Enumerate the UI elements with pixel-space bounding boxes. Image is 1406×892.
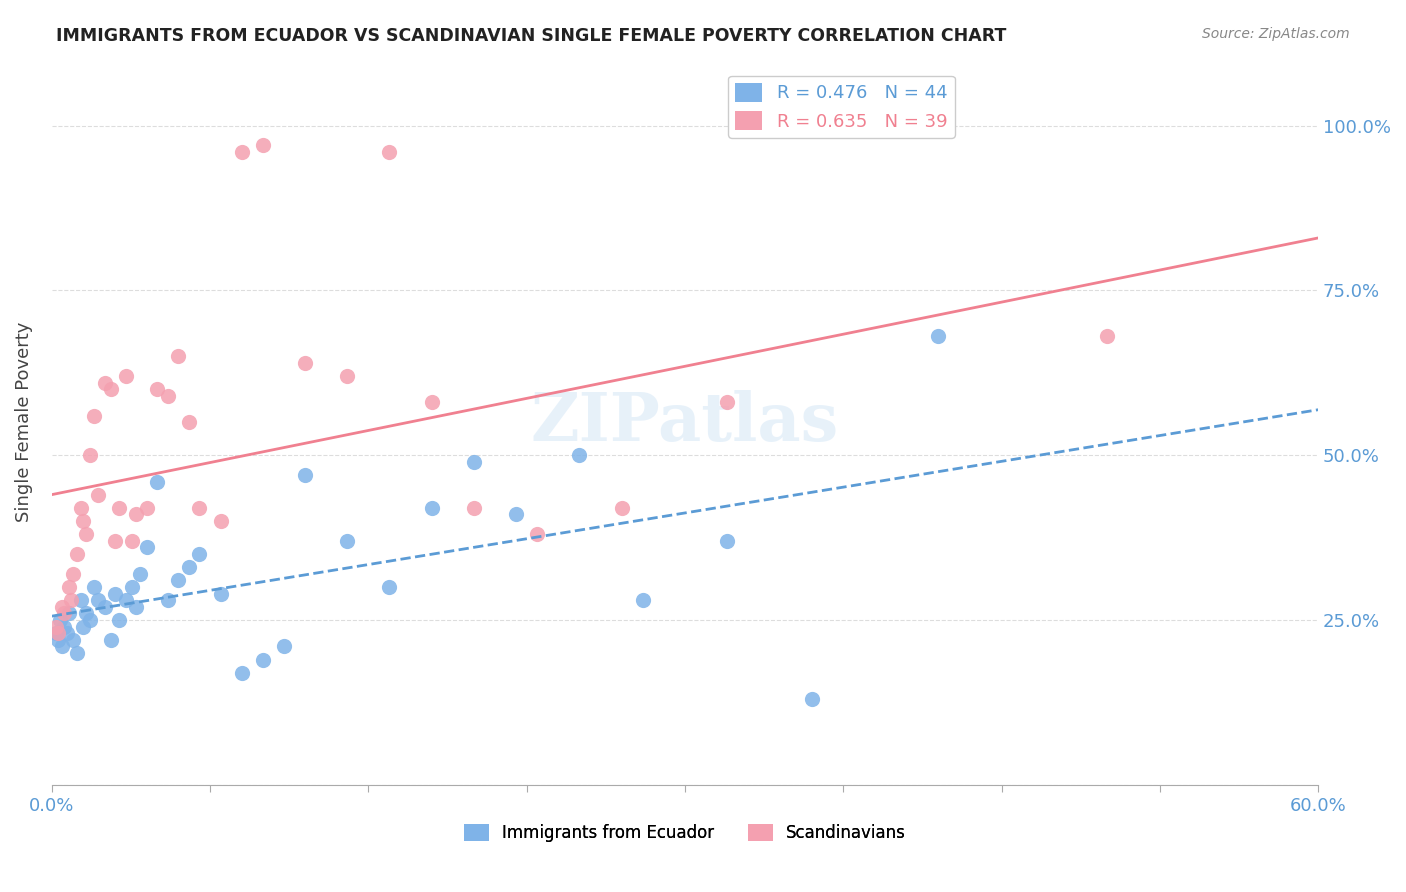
Point — [378, 145, 401, 159]
Point — [87, 593, 110, 607]
Point — [252, 652, 274, 666]
Point — [420, 395, 443, 409]
Point — [87, 488, 110, 502]
Point — [93, 376, 115, 390]
Point — [800, 692, 823, 706]
Point — [336, 533, 359, 548]
Point — [55, 626, 77, 640]
Point — [125, 599, 148, 614]
Point — [114, 369, 136, 384]
Point — [121, 533, 143, 548]
Point — [252, 138, 274, 153]
Point — [70, 593, 93, 607]
Point — [100, 382, 122, 396]
Point — [66, 547, 89, 561]
Point — [146, 475, 169, 489]
Text: ZIPatlas: ZIPatlas — [531, 390, 839, 455]
Point — [146, 382, 169, 396]
Point — [135, 541, 157, 555]
Point — [231, 665, 253, 680]
Point — [420, 500, 443, 515]
Point — [716, 395, 738, 409]
Point — [156, 593, 179, 607]
Point — [294, 467, 316, 482]
Point — [177, 560, 200, 574]
Point — [72, 619, 94, 633]
Point — [231, 145, 253, 159]
Point — [927, 329, 949, 343]
Point — [53, 607, 76, 621]
Point — [505, 508, 527, 522]
Point — [121, 580, 143, 594]
Point — [62, 566, 84, 581]
Point — [336, 369, 359, 384]
Point — [83, 580, 105, 594]
Point — [610, 500, 633, 515]
Point — [45, 619, 67, 633]
Point — [83, 409, 105, 423]
Point — [66, 646, 89, 660]
Point — [177, 415, 200, 429]
Point — [104, 586, 127, 600]
Point — [59, 593, 82, 607]
Point — [294, 356, 316, 370]
Point — [463, 455, 485, 469]
Point — [72, 514, 94, 528]
Point — [156, 389, 179, 403]
Point — [568, 448, 591, 462]
Point — [75, 527, 97, 541]
Point — [79, 448, 101, 462]
Point — [526, 527, 548, 541]
Point — [209, 514, 232, 528]
Point — [135, 500, 157, 515]
Point — [104, 533, 127, 548]
Point — [209, 586, 232, 600]
Point — [108, 613, 131, 627]
Point — [62, 632, 84, 647]
Point — [46, 626, 69, 640]
Text: Source: ZipAtlas.com: Source: ZipAtlas.com — [1202, 27, 1350, 41]
Text: IMMIGRANTS FROM ECUADOR VS SCANDINAVIAN SINGLE FEMALE POVERTY CORRELATION CHART: IMMIGRANTS FROM ECUADOR VS SCANDINAVIAN … — [56, 27, 1007, 45]
Point — [79, 613, 101, 627]
Point — [100, 632, 122, 647]
Point — [716, 533, 738, 548]
Point — [188, 547, 211, 561]
Point — [188, 500, 211, 515]
Point — [45, 626, 67, 640]
Point — [463, 500, 485, 515]
Point — [49, 613, 72, 627]
Point — [58, 580, 80, 594]
Y-axis label: Single Female Poverty: Single Female Poverty — [15, 322, 32, 523]
Point — [125, 508, 148, 522]
Point — [75, 607, 97, 621]
Point — [167, 349, 190, 363]
Point — [108, 500, 131, 515]
Point — [53, 619, 76, 633]
Point — [93, 599, 115, 614]
Point — [273, 640, 295, 654]
Point — [378, 580, 401, 594]
Point — [58, 607, 80, 621]
Point — [70, 500, 93, 515]
Point — [51, 640, 73, 654]
Point — [167, 574, 190, 588]
Point — [46, 632, 69, 647]
Point — [51, 599, 73, 614]
Point — [631, 593, 654, 607]
Point — [114, 593, 136, 607]
Point — [1095, 329, 1118, 343]
Point — [129, 566, 152, 581]
Legend: Immigrants from Ecuador, Scandinavians: Immigrants from Ecuador, Scandinavians — [457, 817, 912, 849]
